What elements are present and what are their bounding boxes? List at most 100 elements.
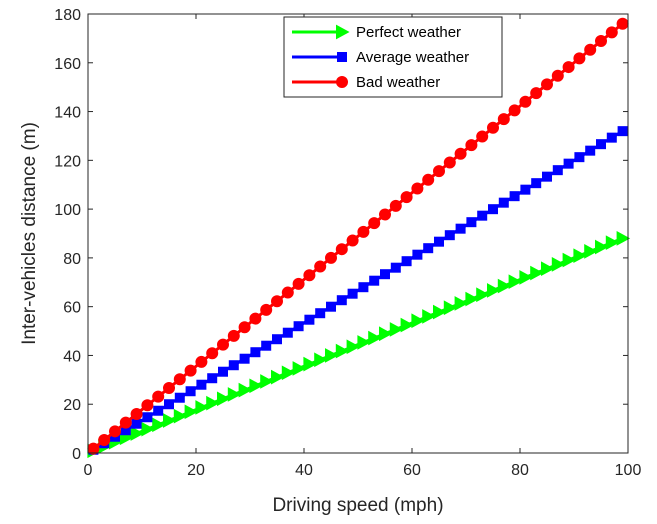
data-point <box>606 132 617 143</box>
data-point <box>574 152 585 163</box>
axes-layer: 0 20 40 60 80 100 0 20 40 60 80 100 120 140 160 180 <box>54 7 641 479</box>
data-point <box>239 353 250 364</box>
series-1 <box>87 231 631 459</box>
data-point <box>260 303 273 316</box>
data-point <box>596 139 606 150</box>
data-point <box>411 313 425 329</box>
data-point <box>454 147 467 160</box>
data-point <box>455 223 466 234</box>
data-point <box>509 191 520 202</box>
data-point <box>508 274 523 290</box>
data-point <box>325 348 339 363</box>
data-point <box>314 260 327 273</box>
data-point <box>401 256 412 267</box>
data-point <box>498 197 509 208</box>
legend-label: Bad weather <box>356 74 440 91</box>
data-point <box>584 244 598 259</box>
data-point <box>315 308 326 319</box>
data-point <box>335 243 348 256</box>
series-2 <box>88 126 628 455</box>
data-point <box>347 288 358 299</box>
data-point <box>423 243 434 254</box>
data-point <box>379 326 393 342</box>
data-point <box>218 366 228 377</box>
data-point <box>390 262 401 273</box>
x-tick-label: 40 <box>295 462 313 479</box>
data-point <box>433 165 445 178</box>
data-point <box>152 417 166 433</box>
data-point <box>98 433 111 446</box>
data-point <box>444 230 455 241</box>
data-point <box>249 378 263 394</box>
data-point <box>411 182 424 195</box>
data-point <box>335 343 350 359</box>
data-point <box>173 408 188 424</box>
x-tick-label: 80 <box>511 462 529 479</box>
data-point <box>389 199 402 212</box>
data-point <box>261 340 272 351</box>
data-point <box>530 87 543 100</box>
data-point <box>465 291 479 307</box>
data-point <box>443 156 456 169</box>
data-point <box>184 364 197 377</box>
data-point <box>584 43 597 56</box>
data-point <box>497 113 510 126</box>
data-point <box>195 355 208 368</box>
data-point <box>542 171 552 182</box>
data-point <box>227 387 242 402</box>
data-point <box>164 399 174 410</box>
data-point <box>303 269 316 282</box>
data-point <box>595 35 607 48</box>
y-tick-label: 100 <box>54 202 81 219</box>
data-point <box>477 210 488 221</box>
data-point <box>466 217 477 228</box>
x-tick-label: 0 <box>84 462 93 479</box>
data-point <box>272 334 282 345</box>
data-point <box>303 356 317 372</box>
data-point <box>487 121 499 134</box>
data-point <box>605 235 620 251</box>
x-tick-label: 20 <box>187 462 205 479</box>
data-point <box>530 265 544 281</box>
data-point <box>228 360 239 371</box>
y-axis-label: Inter-vehicles distance (m) <box>19 122 40 345</box>
data-point <box>617 126 628 137</box>
legend-label: Average weather <box>356 49 469 66</box>
y-tick-label: 80 <box>63 251 81 268</box>
data-point <box>562 61 575 74</box>
data-point <box>541 261 555 277</box>
data-point <box>206 347 219 360</box>
data-point <box>217 391 231 407</box>
data-point <box>368 330 382 346</box>
data-point <box>185 386 196 397</box>
data-point <box>326 301 336 312</box>
data-point <box>616 17 629 30</box>
data-point <box>357 335 371 350</box>
data-point <box>605 26 618 39</box>
data-point <box>465 139 478 152</box>
data-point <box>281 365 296 381</box>
data-point <box>336 295 347 306</box>
data-point <box>227 329 240 342</box>
legend-marker <box>337 52 347 62</box>
data-point <box>595 239 609 255</box>
series-3 <box>87 17 629 455</box>
y-tick-label: 180 <box>54 7 81 24</box>
data-point <box>281 286 294 299</box>
data-point <box>519 95 532 108</box>
data-point <box>585 145 596 156</box>
data-point <box>379 208 391 221</box>
data-point <box>304 314 315 325</box>
data-point <box>357 225 370 238</box>
data-point <box>195 400 209 415</box>
data-point <box>433 304 447 320</box>
data-point <box>217 338 229 351</box>
data-point <box>552 165 563 176</box>
data-point <box>551 69 564 82</box>
data-point <box>541 78 553 91</box>
axes-box <box>87 13 629 454</box>
data-point <box>292 361 307 376</box>
data-point <box>314 352 328 368</box>
